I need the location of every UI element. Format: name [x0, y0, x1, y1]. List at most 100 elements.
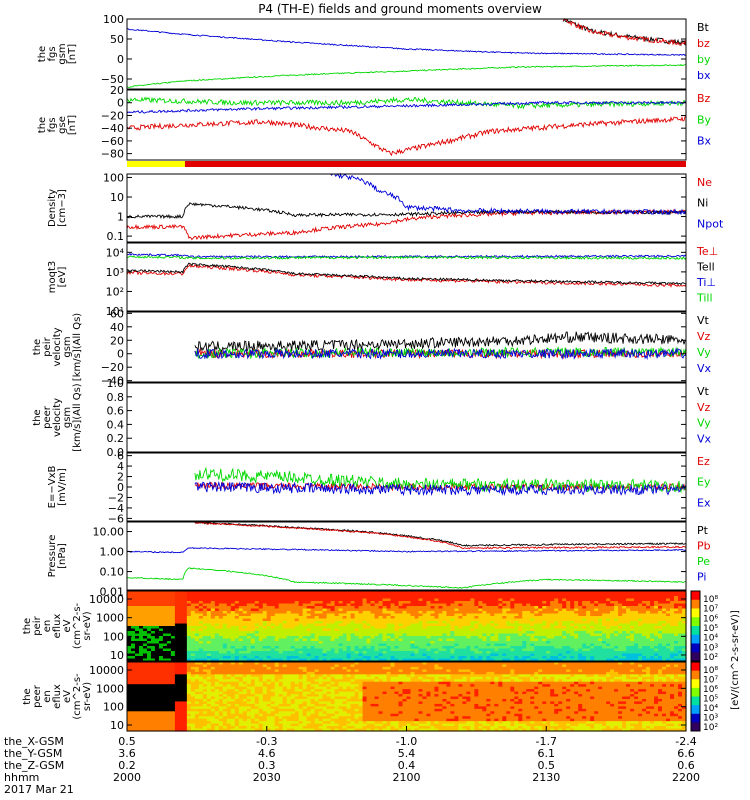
heatmap-cell	[178, 651, 184, 655]
heatmap-cell	[246, 596, 252, 600]
heatmap-cell	[154, 616, 160, 620]
heatmap-cell	[218, 716, 224, 720]
heatmap-cell	[158, 596, 164, 600]
heatmap-cell	[214, 701, 220, 705]
heatmap-cell	[362, 638, 368, 642]
heatmap-cell	[342, 606, 348, 610]
heatmap-cell	[322, 616, 328, 620]
heatmap-cell	[662, 608, 667, 612]
heatmap-cell	[158, 694, 164, 698]
heatmap-cell	[634, 598, 639, 602]
heatmap-cell	[266, 636, 272, 640]
heatmap-cell	[198, 621, 204, 625]
heatmap-cell	[354, 596, 360, 600]
heatmap-cell	[350, 598, 356, 602]
heatmap-cell	[326, 656, 332, 660]
heatmap-cell	[562, 613, 567, 617]
heatmap-cell	[190, 596, 196, 600]
heatmap-cell	[138, 633, 144, 637]
heatmap-cell	[402, 618, 408, 622]
heatmap-cell	[410, 628, 416, 632]
heatmap-cell	[314, 603, 320, 607]
heatmap-cell	[310, 593, 316, 597]
heatmap-cell	[127, 648, 132, 652]
heatmap-cell	[670, 593, 675, 597]
heatmap-cell	[438, 603, 444, 607]
heatmap-cell	[666, 616, 671, 620]
heatmap-cell	[134, 641, 140, 645]
heatmap-cell	[178, 601, 184, 605]
heatmap-cell	[214, 631, 220, 635]
heatmap-cell	[458, 631, 463, 635]
heatmap-cell	[338, 593, 344, 597]
heatmap-cell	[162, 686, 168, 690]
heatmap-cell	[386, 658, 392, 662]
heatmap-cell	[194, 666, 200, 670]
heatmap-cell	[322, 593, 328, 597]
heatmap-cell	[426, 643, 432, 647]
heatmap-cell	[654, 646, 659, 650]
heatmap-cell	[634, 618, 639, 622]
heatmap-cell	[454, 603, 459, 607]
heatmap-cell	[478, 596, 483, 600]
heatmap-cell	[342, 636, 348, 640]
heatmap-cell	[466, 593, 471, 597]
heatmap-cell	[146, 658, 152, 662]
heatmap-cell	[554, 616, 559, 620]
heatmap-cell	[146, 613, 152, 617]
heatmap-cell	[206, 696, 212, 700]
heatmap-cell	[142, 616, 148, 620]
heatmap-cell	[310, 618, 316, 622]
heatmap-cell	[610, 623, 615, 627]
heatmap-cell	[366, 636, 372, 640]
heatmap-cell	[606, 651, 611, 655]
heatmap-cell	[398, 638, 404, 642]
heatmap-cell	[127, 716, 132, 720]
heatmap-cell	[170, 598, 176, 602]
heatmap-cell	[238, 656, 244, 660]
heatmap-cell	[630, 611, 635, 615]
heatmap-cell	[462, 606, 467, 610]
heatmap-cell	[150, 608, 156, 612]
heatmap-cell	[670, 621, 675, 625]
heatmap-cell	[198, 721, 204, 725]
heatmap-cell	[298, 601, 304, 605]
heatmap-cell	[238, 698, 244, 703]
heatmap-cell	[410, 653, 416, 657]
heatmap-cell	[586, 616, 591, 620]
heatmap-cell	[230, 641, 236, 645]
heatmap-cell	[382, 633, 388, 637]
heatmap-cell	[662, 596, 667, 600]
heatmap-cell	[378, 658, 384, 662]
heatmap-cell	[182, 651, 188, 655]
heatmap-cell	[610, 618, 615, 622]
heatmap-cell	[654, 616, 659, 620]
heatmap-cell	[134, 606, 140, 610]
heatmap-cell	[154, 631, 160, 635]
heatmap-cell	[354, 651, 360, 655]
heatmap-cell	[170, 593, 176, 597]
heatmap-cell	[374, 606, 380, 610]
heatmap-cell	[158, 618, 164, 622]
heatmap-cell	[127, 708, 132, 712]
heatmap-cell	[178, 626, 184, 630]
heatmap-cell	[186, 613, 192, 617]
heatmap-cell	[518, 653, 523, 657]
heatmap-cell	[146, 591, 152, 595]
heatmap-cell	[206, 598, 212, 602]
heatmap-cell	[458, 593, 463, 597]
heatmap-cell	[182, 596, 188, 600]
heatmap-cell	[398, 628, 404, 632]
heatmap-cell	[422, 641, 428, 645]
heatmap-cell	[398, 616, 404, 620]
heatmap-cell	[130, 671, 136, 675]
heatmap-cell	[242, 608, 248, 612]
heatmap-cell	[134, 674, 140, 678]
heatmap-cell	[202, 656, 208, 660]
heatmap-cell	[186, 638, 192, 642]
heatmap-cell	[654, 648, 659, 652]
heatmap-cell	[134, 653, 140, 657]
heatmap-cell	[166, 621, 172, 625]
heatmap-cell	[326, 646, 332, 650]
heatmap-cell	[622, 643, 627, 647]
